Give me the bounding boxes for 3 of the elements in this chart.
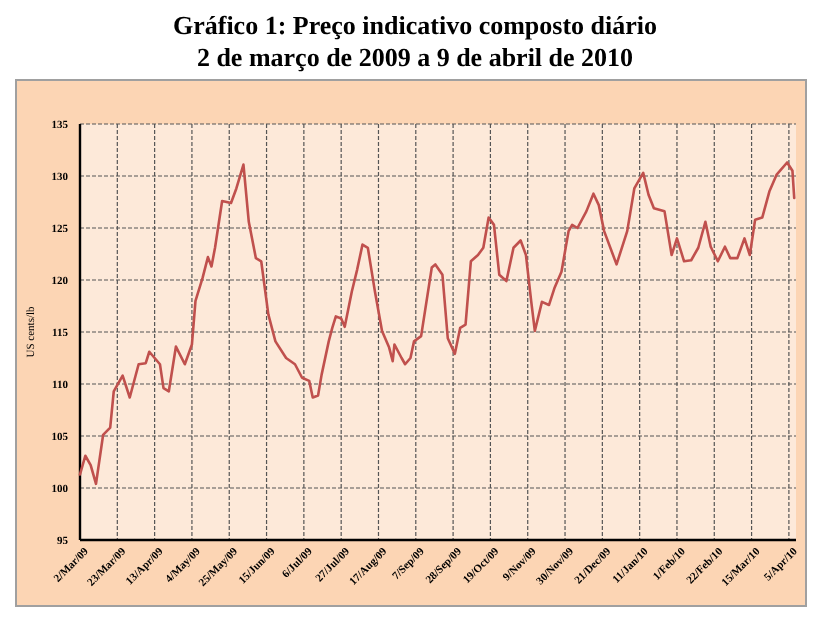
chart-subtitle: 2 de março de 2009 a 9 de abril de 2010 [196, 42, 634, 72]
line-series [78, 161, 796, 486]
chart-title: Gráfico 1: Preço indicativo composto diário [172, 10, 658, 40]
